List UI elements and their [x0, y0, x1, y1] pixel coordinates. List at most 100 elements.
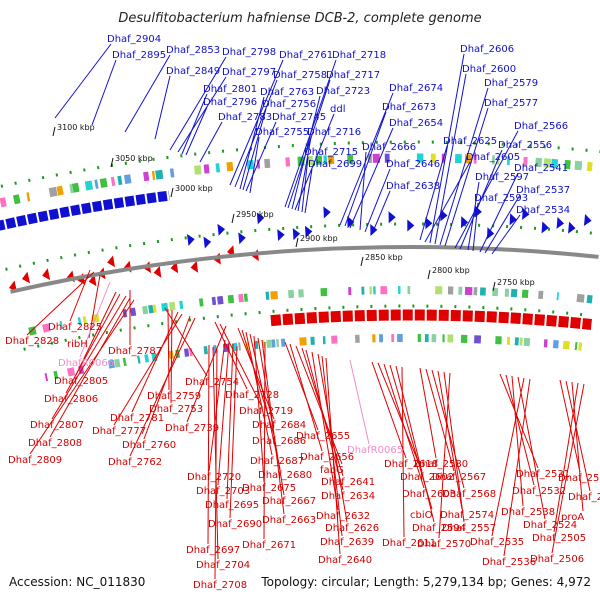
- gene-label-dhaf-2759[interactable]: Dhaf_2759: [147, 391, 201, 402]
- gene-label-dhaf-2753[interactable]: Dhaf_2753: [149, 404, 203, 415]
- gene-label-dhaf-2673[interactable]: Dhaf_2673: [382, 102, 436, 113]
- gene-label-dhaf-2763[interactable]: Dhaf_2763: [260, 87, 314, 98]
- gene-label-dhaf-2745[interactable]: Dhaf_2745: [272, 112, 326, 123]
- gene-label-dhaf-2739[interactable]: Dhaf_2739: [165, 423, 219, 434]
- gene-label-dhaf-2646[interactable]: Dhaf_2646: [386, 159, 440, 170]
- gene-label-dhaf-2783[interactable]: Dhaf_2783: [218, 112, 272, 123]
- gene-label-dhafr0065[interactable]: DhafR0065: [347, 445, 403, 456]
- gene-label-dhaf-2777[interactable]: Dhaf_2777: [92, 426, 146, 437]
- gene-label-dhafr0066[interactable]: DhafR0066: [58, 358, 114, 369]
- gene-label-dhaf-2758[interactable]: Dhaf_2758: [273, 70, 327, 81]
- gene-label-dhaf-2904[interactable]: Dhaf_2904: [107, 34, 161, 45]
- gene-label-dhaf-2594[interactable]: Dhaf_2594: [412, 523, 466, 534]
- gene-label-dhaf-2579[interactable]: Dhaf_2579: [484, 78, 538, 89]
- gene-label-dhaf-2666[interactable]: Dhaf_2666: [362, 142, 416, 153]
- gene-label-dhaf-2708[interactable]: Dhaf_2708: [193, 580, 247, 591]
- gene-label-fabg[interactable]: fabG: [320, 465, 344, 476]
- gene-label-dhaf-2638[interactable]: Dhaf_2638: [386, 181, 440, 192]
- gene-label-proa[interactable]: proA: [561, 512, 584, 523]
- gene-label-dhaf-2797[interactable]: Dhaf_2797: [222, 67, 276, 78]
- gene-label-dhaf-2787[interactable]: Dhaf_2787: [108, 346, 162, 357]
- gene-label-dhaf-2781[interactable]: Dhaf_2781: [110, 413, 164, 424]
- gene-label-dhaf-2807[interactable]: Dhaf_2807: [30, 420, 84, 431]
- gene-label-dhaf-2853[interactable]: Dhaf_2853: [166, 45, 220, 56]
- gene-label-dhaf-2501[interactable]: Dhaf_2501: [568, 492, 600, 503]
- gene-label-dhaf-2641[interactable]: Dhaf_2641: [321, 477, 375, 488]
- gene-label-dhaf-2506[interactable]: Dhaf_2506: [530, 554, 584, 565]
- gene-label-dhaf-2801[interactable]: Dhaf_2801: [203, 84, 257, 95]
- gene-label-ddl[interactable]: ddl: [330, 104, 345, 115]
- gene-label-dhaf-2556[interactable]: Dhaf_2556: [498, 140, 552, 151]
- gene-label-dhaf-2618[interactable]: Dhaf_2618: [384, 459, 438, 470]
- gene-label-dhaf-2541[interactable]: Dhaf_2541: [514, 163, 568, 174]
- gene-label-dhaf-2675[interactable]: Dhaf_2675: [242, 483, 296, 494]
- gene-label-dhaf-2535[interactable]: Dhaf_2535: [470, 537, 524, 548]
- gene-label-dhaf-2606[interactable]: Dhaf_2606: [460, 44, 514, 55]
- gene-label-dhaf-2577[interactable]: Dhaf_2577: [484, 98, 538, 109]
- gene-label-dhaf-2849[interactable]: Dhaf_2849: [166, 66, 220, 77]
- gene-label-dhaf-2756[interactable]: Dhaf_2756: [262, 99, 316, 110]
- gene-label-dhaf-2500[interactable]: Dhaf_2500: [558, 473, 600, 484]
- gene-label-dhaf-2687[interactable]: Dhaf_2687: [250, 456, 304, 467]
- gene-label-dhaf-2809[interactable]: Dhaf_2809: [8, 455, 62, 466]
- gene-label-dhaf-2674[interactable]: Dhaf_2674: [389, 83, 443, 94]
- gene-label-dhaf-2667[interactable]: Dhaf_2667: [262, 496, 316, 507]
- gene-label-dhaf-2537[interactable]: Dhaf_2537: [516, 185, 570, 196]
- gene-label-dhaf-2828[interactable]: Dhaf_2828: [5, 336, 59, 347]
- gene-label-cbio[interactable]: cbiO: [410, 510, 433, 521]
- gene-label-dhaf-2570[interactable]: Dhaf_2570: [417, 539, 471, 550]
- gene-label-dhaf-2695[interactable]: Dhaf_2695: [205, 500, 259, 511]
- gene-label-dhaf-2762[interactable]: Dhaf_2762: [108, 457, 162, 468]
- gene-label-dhaf-2534[interactable]: Dhaf_2534: [516, 205, 570, 216]
- gene-label-dhaf-2603[interactable]: Dhaf_2603: [402, 489, 456, 500]
- gene-label-dhaf-2686[interactable]: Dhaf_2686: [252, 436, 306, 447]
- gene-label-dhaf-2808[interactable]: Dhaf_2808: [28, 438, 82, 449]
- gene-label-dhaf-2718[interactable]: Dhaf_2718: [332, 50, 386, 61]
- gene-label-dhaf-2796[interactable]: Dhaf_2796: [203, 97, 257, 108]
- gene-label-dhaf-2684[interactable]: Dhaf_2684: [252, 420, 306, 431]
- gene-label-dhaf-2632[interactable]: Dhaf_2632: [316, 511, 370, 522]
- gene-label-dhaf-2703[interactable]: Dhaf_2703: [196, 486, 250, 497]
- gene-label-dhaf-2568[interactable]: Dhaf_2568: [442, 489, 496, 500]
- gene-label-dhaf-2805[interactable]: Dhaf_2805: [54, 376, 108, 387]
- gene-label-ribh[interactable]: ribH: [67, 339, 88, 350]
- gene-label-dhaf-2567[interactable]: Dhaf_2567: [432, 472, 486, 483]
- gene-label-dhaf-2697[interactable]: Dhaf_2697: [186, 545, 240, 556]
- gene-label-dhaf-2597[interactable]: Dhaf_2597: [475, 172, 529, 183]
- gene-label-dhaf-2640[interactable]: Dhaf_2640: [318, 555, 372, 566]
- gene-label-dhaf-2699[interactable]: Dhaf_2699: [308, 159, 362, 170]
- gene-label-dhaf-2605[interactable]: Dhaf_2605: [466, 152, 520, 163]
- gene-label-dhaf-2524[interactable]: Dhaf_2524: [523, 520, 577, 531]
- gene-label-dhaf-2600[interactable]: Dhaf_2600: [462, 64, 516, 75]
- gene-label-dhaf-2580[interactable]: Dhaf_2580: [414, 459, 468, 470]
- gene-label-dhaf-2602[interactable]: Dhaf_2602: [400, 472, 454, 483]
- gene-label-dhaf-2690[interactable]: Dhaf_2690: [208, 519, 262, 530]
- gene-label-dhaf-2760[interactable]: Dhaf_2760: [122, 440, 176, 451]
- gene-label-dhaf-2566[interactable]: Dhaf_2566: [514, 121, 568, 132]
- gene-label-dhaf-2557[interactable]: Dhaf_2557: [442, 523, 496, 534]
- gene-label-dhaf-2625[interactable]: Dhaf_2625: [443, 136, 497, 147]
- gene-label-dhaf-2505[interactable]: Dhaf_2505: [532, 533, 586, 544]
- gene-label-dhaf-2761[interactable]: Dhaf_2761: [279, 50, 333, 61]
- gene-label-dhaf-2728[interactable]: Dhaf_2728: [225, 390, 279, 401]
- gene-label-dhaf-2798[interactable]: Dhaf_2798: [222, 47, 276, 58]
- gene-label-dhaf-2634[interactable]: Dhaf_2634: [321, 491, 375, 502]
- gene-label-dhaf-2825[interactable]: Dhaf_2825: [48, 322, 102, 333]
- gene-label-dhaf-2719[interactable]: Dhaf_2719: [239, 406, 293, 417]
- gene-label-dhaf-2715[interactable]: Dhaf_2715: [304, 147, 358, 158]
- gene-label-dhaf-2536[interactable]: Dhaf_2536: [482, 557, 536, 568]
- gene-label-dhaf-2755[interactable]: Dhaf_2755: [255, 127, 309, 138]
- gene-label-dhaf-2574[interactable]: Dhaf_2574: [440, 510, 494, 521]
- gene-label-dhaf-2655[interactable]: Dhaf_2655: [296, 431, 350, 442]
- gene-label-dhaf-2680[interactable]: Dhaf_2680: [258, 470, 312, 481]
- gene-label-dhaf-2654[interactable]: Dhaf_2654: [389, 118, 443, 129]
- gene-label-dhaf-2704[interactable]: Dhaf_2704: [196, 560, 250, 571]
- gene-label-dhaf-2656[interactable]: Dhaf_2656: [300, 452, 354, 463]
- gene-label-dhaf-2663[interactable]: Dhaf_2663: [262, 515, 316, 526]
- gene-label-dhaf-2806[interactable]: Dhaf_2806: [44, 394, 98, 405]
- gene-label-dhaf-2720[interactable]: Dhaf_2720: [187, 472, 241, 483]
- gene-label-dhaf-2716[interactable]: Dhaf_2716: [307, 127, 361, 138]
- gene-label-dhaf-2611[interactable]: Dhaf_2611: [382, 538, 436, 549]
- gene-label-dhaf-2895[interactable]: Dhaf_2895: [112, 50, 166, 61]
- gene-label-dhaf-2532[interactable]: Dhaf_2532: [512, 486, 566, 497]
